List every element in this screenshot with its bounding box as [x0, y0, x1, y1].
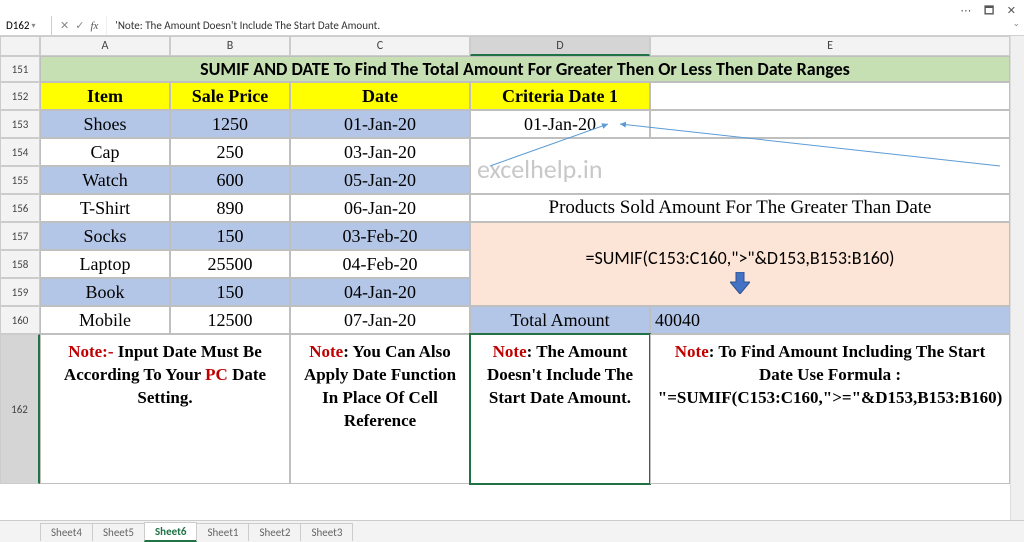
chevron-down-icon[interactable]: ▾	[32, 21, 36, 31]
sheet-tab[interactable]: Sheet4	[40, 523, 93, 541]
cell-item[interactable]: Laptop	[40, 250, 170, 278]
row-header[interactable]: 160	[0, 306, 40, 334]
col-header-e[interactable]: E	[650, 36, 1010, 56]
total-value-cell[interactable]: 40040	[650, 306, 1010, 334]
cell-price[interactable]: 250	[170, 138, 290, 166]
row-header[interactable]: 153	[0, 110, 40, 138]
cell-price[interactable]: 12500	[170, 306, 290, 334]
desc-cell[interactable]: Products Sold Amount For The Greater Tha…	[470, 194, 1010, 222]
cell-price[interactable]: 25500	[170, 250, 290, 278]
note-cell-3[interactable]: Note: The Amount Doesn't Include The Sta…	[470, 334, 650, 484]
row-header[interactable]: 152	[0, 82, 40, 110]
cell-crit-date[interactable]: 01-Jan-20	[470, 110, 650, 138]
formula-text: =SUMIF(C153:C160,">"&D153,B153:B160)	[586, 247, 895, 269]
sheet-tab[interactable]: Sheet5	[92, 523, 145, 541]
note-prefix: Note	[493, 342, 527, 361]
cell-price[interactable]: 150	[170, 222, 290, 250]
down-arrow-icon	[730, 272, 750, 301]
name-box[interactable]: D162 ▾	[0, 16, 52, 35]
cell-date[interactable]: 05-Jan-20	[290, 166, 470, 194]
note-pc: PC	[205, 365, 228, 384]
formula-expand-icon[interactable]: ⌄	[1012, 18, 1020, 29]
cell-date[interactable]: 06-Jan-20	[290, 194, 470, 222]
cell-item[interactable]: Book	[40, 278, 170, 306]
row-header[interactable]: 155	[0, 166, 40, 194]
cell-price[interactable]: 600	[170, 166, 290, 194]
row-header[interactable]: 159	[0, 278, 40, 306]
cell-item[interactable]: Shoes	[40, 110, 170, 138]
row-header[interactable]: 154	[0, 138, 40, 166]
sheet-tab[interactable]: Sheet1	[196, 523, 249, 541]
cell-date[interactable]: 04-Jan-20	[290, 278, 470, 306]
note-text: : To Find Amount Including The Start Dat…	[658, 342, 1002, 407]
note-prefix: Note:-	[68, 342, 118, 361]
cell-price[interactable]: 890	[170, 194, 290, 222]
formula-input[interactable]: 'Note: The Amount Doesn't Include The St…	[107, 19, 1024, 32]
cell[interactable]	[650, 82, 1010, 110]
fx-icon[interactable]: fx	[90, 20, 98, 32]
row-header[interactable]: 162	[0, 334, 40, 484]
note-cell-1[interactable]: Note:- Input Date Must Be According To Y…	[40, 334, 290, 484]
col-header-a[interactable]: A	[40, 36, 170, 56]
col-header-b[interactable]: B	[170, 36, 290, 56]
formula-display-cell[interactable]: =SUMIF(C153:C160,">"&D153,B153:B160)	[470, 222, 1010, 306]
spreadsheet-grid[interactable]: A B C D E 151 SUMIF AND DATE To Find The…	[0, 36, 1024, 484]
header-date[interactable]: Date	[290, 82, 470, 110]
cancel-icon[interactable]: ✕	[60, 19, 69, 32]
cell-date[interactable]: 07-Jan-20	[290, 306, 470, 334]
cell-item[interactable]: Cap	[40, 138, 170, 166]
row-header[interactable]: 156	[0, 194, 40, 222]
watermark-text: excelhelp.in	[477, 153, 603, 185]
note-cell-2[interactable]: Note: You Can Also Apply Date Function I…	[290, 334, 470, 484]
cell-date[interactable]: 04-Feb-20	[290, 250, 470, 278]
sheet-tab[interactable]: Sheet2	[248, 523, 301, 541]
cell-item[interactable]: Mobile	[40, 306, 170, 334]
watermark-area[interactable]: excelhelp.in	[470, 138, 1010, 194]
note-prefix: Note	[309, 342, 343, 361]
cell-date[interactable]: 03-Feb-20	[290, 222, 470, 250]
note-cell-4[interactable]: Note: To Find Amount Including The Start…	[650, 334, 1010, 484]
row-header[interactable]: 157	[0, 222, 40, 250]
sheet-tab[interactable]: Sheet3	[300, 523, 353, 541]
cell-item[interactable]: Watch	[40, 166, 170, 194]
header-crit[interactable]: Criteria Date 1	[470, 82, 650, 110]
col-header-d[interactable]: D	[470, 36, 650, 56]
sheet-tab-active[interactable]: Sheet6	[144, 522, 198, 542]
row-header[interactable]: 151	[0, 56, 40, 82]
accept-icon[interactable]: ✓	[75, 19, 84, 32]
title-cell[interactable]: SUMIF AND DATE To Find The Total Amount …	[40, 56, 1010, 82]
note-prefix: Note	[675, 342, 709, 361]
vertical-scrollbar[interactable]	[1010, 36, 1024, 520]
select-all-corner[interactable]	[0, 36, 40, 56]
cell-price[interactable]: 1250	[170, 110, 290, 138]
col-header-c[interactable]: C	[290, 36, 470, 56]
sheet-tab-bar: Sheet4 Sheet5 Sheet6 Sheet1 Sheet2 Sheet…	[0, 520, 1024, 542]
row-header[interactable]: 158	[0, 250, 40, 278]
header-price[interactable]: Sale Price	[170, 82, 290, 110]
formula-bar-row: D162 ▾ ✕ ✓ fx 'Note: The Amount Doesn't …	[0, 16, 1024, 36]
cell-date[interactable]: 03-Jan-20	[290, 138, 470, 166]
cell-date[interactable]: 01-Jan-20	[290, 110, 470, 138]
formula-buttons: ✕ ✓ fx	[52, 16, 107, 35]
cell-item[interactable]: T-Shirt	[40, 194, 170, 222]
cell[interactable]	[650, 110, 1010, 138]
total-label-cell[interactable]: Total Amount	[470, 306, 650, 334]
cell-price[interactable]: 150	[170, 278, 290, 306]
header-item[interactable]: Item	[40, 82, 170, 110]
name-box-value: D162	[6, 19, 30, 32]
cell-item[interactable]: Socks	[40, 222, 170, 250]
